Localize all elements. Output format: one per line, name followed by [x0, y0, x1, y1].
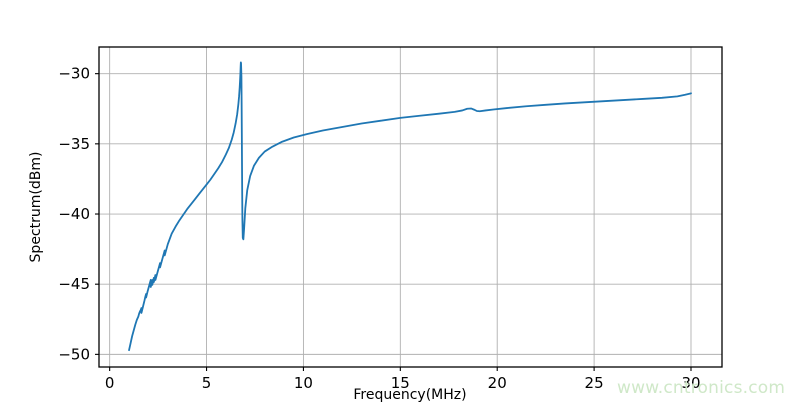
y-tick-label: −35 [58, 135, 90, 153]
y-tick-label: −40 [58, 205, 90, 223]
x-tick-labels: 0 5 10 15 20 25 30 [105, 374, 701, 392]
y-axis-title: Spectrum(dBm) [28, 152, 44, 263]
plot-area-background [99, 47, 722, 367]
data-series-group [128, 61, 692, 352]
y-tick-marks [95, 73, 99, 355]
y-tick-label: −50 [58, 345, 90, 363]
y-tick-labels: −50 −45 −40 −35 −30 [58, 65, 90, 364]
x-tick-label: 15 [391, 374, 410, 392]
series-line-0 [128, 61, 692, 352]
x-tick-label: 25 [585, 374, 604, 392]
x-tick-marks [109, 367, 692, 371]
y-tick-label: −45 [58, 275, 90, 293]
y-gridlines [99, 73, 722, 355]
x-tick-label: 20 [488, 374, 507, 392]
x-tick-label: 0 [105, 374, 115, 392]
x-gridlines [109, 47, 692, 367]
site-watermark: www.cntronics.com [617, 378, 786, 398]
plot-frame [98, 46, 723, 368]
y-tick-label: −30 [58, 65, 90, 83]
x-tick-label: 5 [202, 374, 212, 392]
x-tick-label: 10 [294, 374, 313, 392]
x-tick-label: 30 [681, 374, 700, 392]
x-axis-title: Frequency(MHz) [353, 387, 466, 403]
